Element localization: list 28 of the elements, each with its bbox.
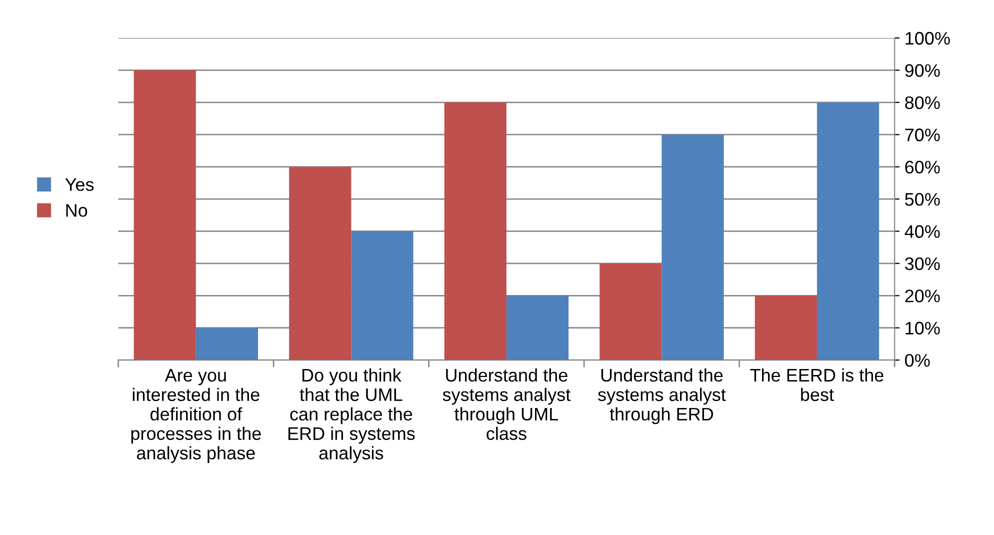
y-tick-label: 0% — [905, 354, 930, 367]
x-tick-label: Are you interested in the definition of processes in the analysis phase — [131, 369, 261, 464]
x-tick-label: Understand the systems analyst through ERD — [598, 368, 726, 424]
bar — [754, 296, 817, 360]
y-tick-label: 70% — [905, 128, 940, 142]
y-tick-label: 60% — [905, 160, 940, 174]
bar — [351, 231, 414, 360]
y-tick-label: 20% — [905, 290, 940, 302]
bar — [444, 102, 506, 360]
legend-label: Yes — [65, 178, 94, 191]
bar — [196, 328, 258, 360]
y-tick-label: 10% — [906, 322, 940, 335]
bar — [289, 166, 352, 360]
x-tick-label: The EERD is the best — [750, 368, 884, 402]
y-tick-label: 80% — [905, 96, 940, 110]
y-tick-label: 100% — [906, 32, 950, 45]
bar — [662, 134, 724, 360]
y-tick-label: 30% — [905, 257, 940, 270]
bar — [134, 70, 196, 360]
bar — [506, 296, 569, 360]
x-tick-label: Understand the systems analyst through UML class — [442, 368, 571, 440]
bar — [816, 102, 880, 360]
bar — [600, 263, 662, 360]
y-tick-label: 50% — [905, 192, 940, 206]
x-tick-label: Do you think that the UML can replace the ERD in systems analysis — [288, 368, 415, 464]
y-tick-label: 40% — [904, 225, 940, 238]
y-tick-label: 90% — [905, 64, 940, 77]
legend-label: No — [66, 204, 88, 217]
